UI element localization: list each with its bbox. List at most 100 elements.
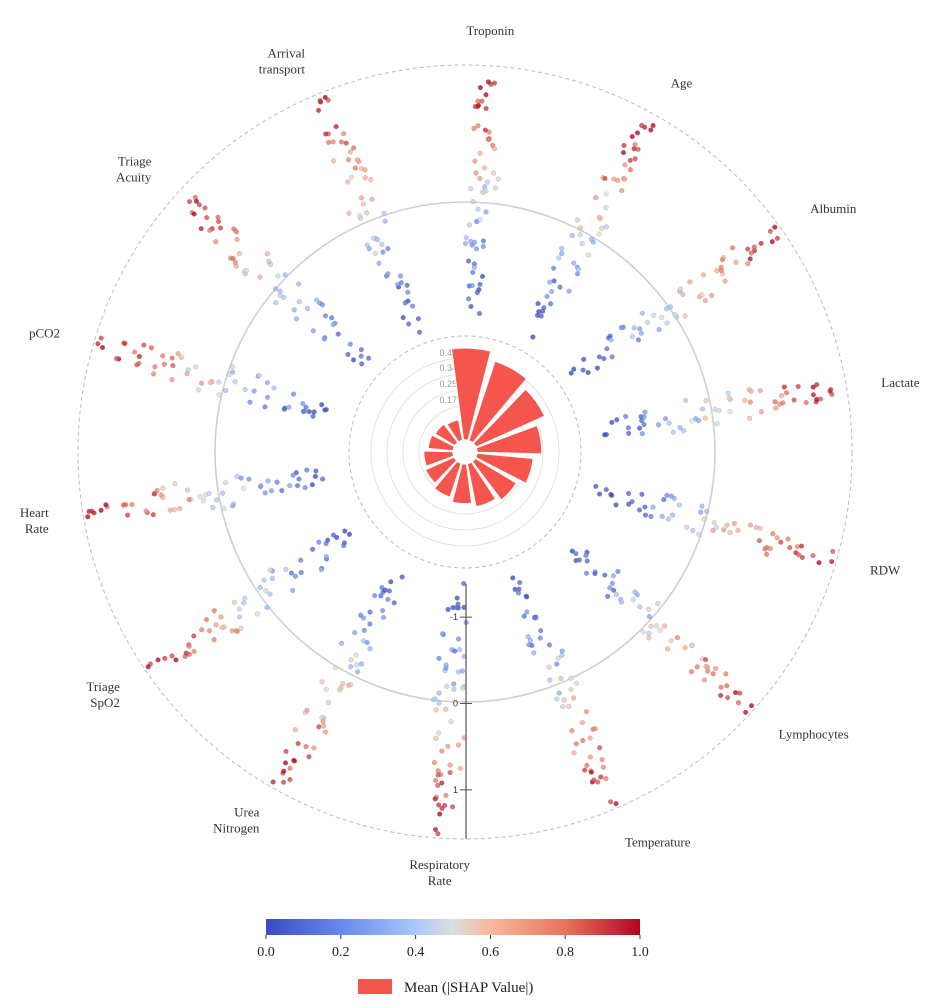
shap-point <box>367 621 373 627</box>
legend-swatch <box>358 979 392 994</box>
shap-point <box>655 422 662 428</box>
shap-point <box>627 167 634 173</box>
shap-point <box>193 364 199 370</box>
shap-point <box>486 129 492 135</box>
shap-point <box>697 509 704 515</box>
feature-label-triage-acuity: Triage Acuity <box>116 154 152 185</box>
shap-point <box>353 652 359 658</box>
shap-point <box>290 587 296 594</box>
shap-point <box>609 419 615 426</box>
shap-point <box>621 142 627 149</box>
shap-point <box>448 718 454 725</box>
shap-point <box>547 279 553 285</box>
shap-point <box>207 379 213 386</box>
shap-point <box>290 391 297 397</box>
shap-point <box>585 252 592 258</box>
shap-point <box>404 282 410 288</box>
shap-point <box>257 585 263 591</box>
shap-point <box>574 217 581 223</box>
shap-point <box>358 195 365 201</box>
shap-point <box>310 328 316 334</box>
shap-point <box>577 232 583 238</box>
shap-point <box>709 292 715 299</box>
shap-point <box>615 568 621 575</box>
shap-point <box>742 397 748 404</box>
shap-point <box>134 362 140 368</box>
shap-point <box>291 307 297 313</box>
shap-point <box>380 614 387 621</box>
shap-point <box>648 127 654 133</box>
shap-point <box>555 655 561 661</box>
shap-point <box>492 185 499 191</box>
swarm-lactate <box>601 382 835 438</box>
shap-point <box>568 686 574 693</box>
shap-point <box>689 642 695 648</box>
shap-point <box>718 264 724 270</box>
shap-point <box>360 201 366 207</box>
shap-point <box>683 397 689 404</box>
shap-point <box>436 802 442 808</box>
mean-shap-bars <box>423 347 546 508</box>
shap-point <box>275 273 281 279</box>
shap-point <box>584 558 590 564</box>
shap-point <box>98 335 104 341</box>
swarm-lymphocytes <box>569 548 755 715</box>
shap-point <box>234 236 240 243</box>
shap-point <box>469 283 475 289</box>
shap-point <box>714 421 720 427</box>
shap-point <box>345 179 351 185</box>
shap-point <box>480 243 486 250</box>
shap-point <box>160 353 166 359</box>
shap-point <box>293 316 300 322</box>
shap-point <box>230 503 236 509</box>
shap-point <box>571 750 577 756</box>
shap-point <box>264 380 271 386</box>
shap-point <box>570 695 577 701</box>
shap-point <box>608 337 614 343</box>
shap-point <box>583 570 590 576</box>
shap-point <box>480 238 487 244</box>
shap-point <box>95 341 101 347</box>
shap-point <box>631 325 637 331</box>
shap-point <box>477 175 483 182</box>
shap-point <box>727 409 733 415</box>
shap-point <box>321 723 327 729</box>
shap-point <box>345 351 351 358</box>
shap-point <box>546 642 553 648</box>
bar-urea-nitrogen <box>433 460 463 498</box>
shap-point <box>313 468 319 474</box>
shap-point <box>470 198 476 205</box>
shap-point <box>435 782 441 789</box>
shap-point <box>333 123 339 130</box>
shap-point <box>601 432 608 438</box>
shap-point <box>483 92 489 98</box>
shap-point <box>195 387 201 393</box>
shap-point <box>480 189 486 195</box>
shap-point <box>664 320 670 326</box>
shap-point <box>530 334 536 340</box>
shap-point <box>113 355 120 362</box>
shap-point <box>439 748 445 754</box>
shap-point <box>609 492 615 499</box>
shap-point <box>635 337 642 343</box>
bar-heart-rate <box>423 450 455 468</box>
shap-point <box>701 516 707 522</box>
shap-point <box>557 284 563 290</box>
shap-point <box>148 345 155 351</box>
shap-point <box>657 627 663 633</box>
shap-point <box>301 408 308 414</box>
outer-dashed-circle <box>77 64 853 840</box>
shap-point <box>601 356 607 362</box>
shap-point <box>433 707 439 713</box>
shap-point <box>491 145 498 152</box>
shap-point <box>614 417 620 423</box>
shap-point <box>626 501 632 507</box>
shap-point <box>569 728 575 734</box>
shap-point <box>780 400 786 406</box>
shap-point <box>629 499 635 505</box>
shap-point <box>343 140 349 146</box>
shap-point <box>626 430 632 437</box>
shap-point <box>322 313 329 319</box>
colorbar-tick-label: 0.0 <box>257 945 275 960</box>
bar-lymphocytes <box>471 457 518 501</box>
